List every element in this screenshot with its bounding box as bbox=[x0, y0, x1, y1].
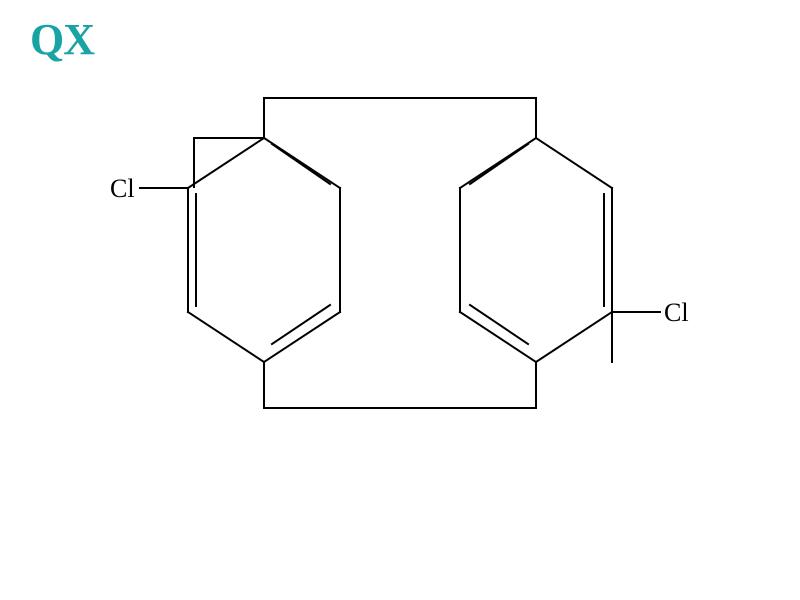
bond-line bbox=[264, 312, 340, 362]
brand-logo: QX bbox=[30, 14, 94, 65]
bond-line bbox=[188, 312, 264, 362]
molecule-diagram: Cl Cl bbox=[0, 0, 800, 600]
bond-line bbox=[460, 312, 536, 362]
atom-label: Cl bbox=[110, 174, 135, 203]
bond-line bbox=[470, 144, 528, 184]
bond-line bbox=[536, 138, 612, 188]
bond-line bbox=[272, 144, 330, 184]
bond-line bbox=[536, 312, 612, 362]
bond-line bbox=[188, 138, 264, 188]
atom-label: Cl bbox=[664, 298, 689, 327]
